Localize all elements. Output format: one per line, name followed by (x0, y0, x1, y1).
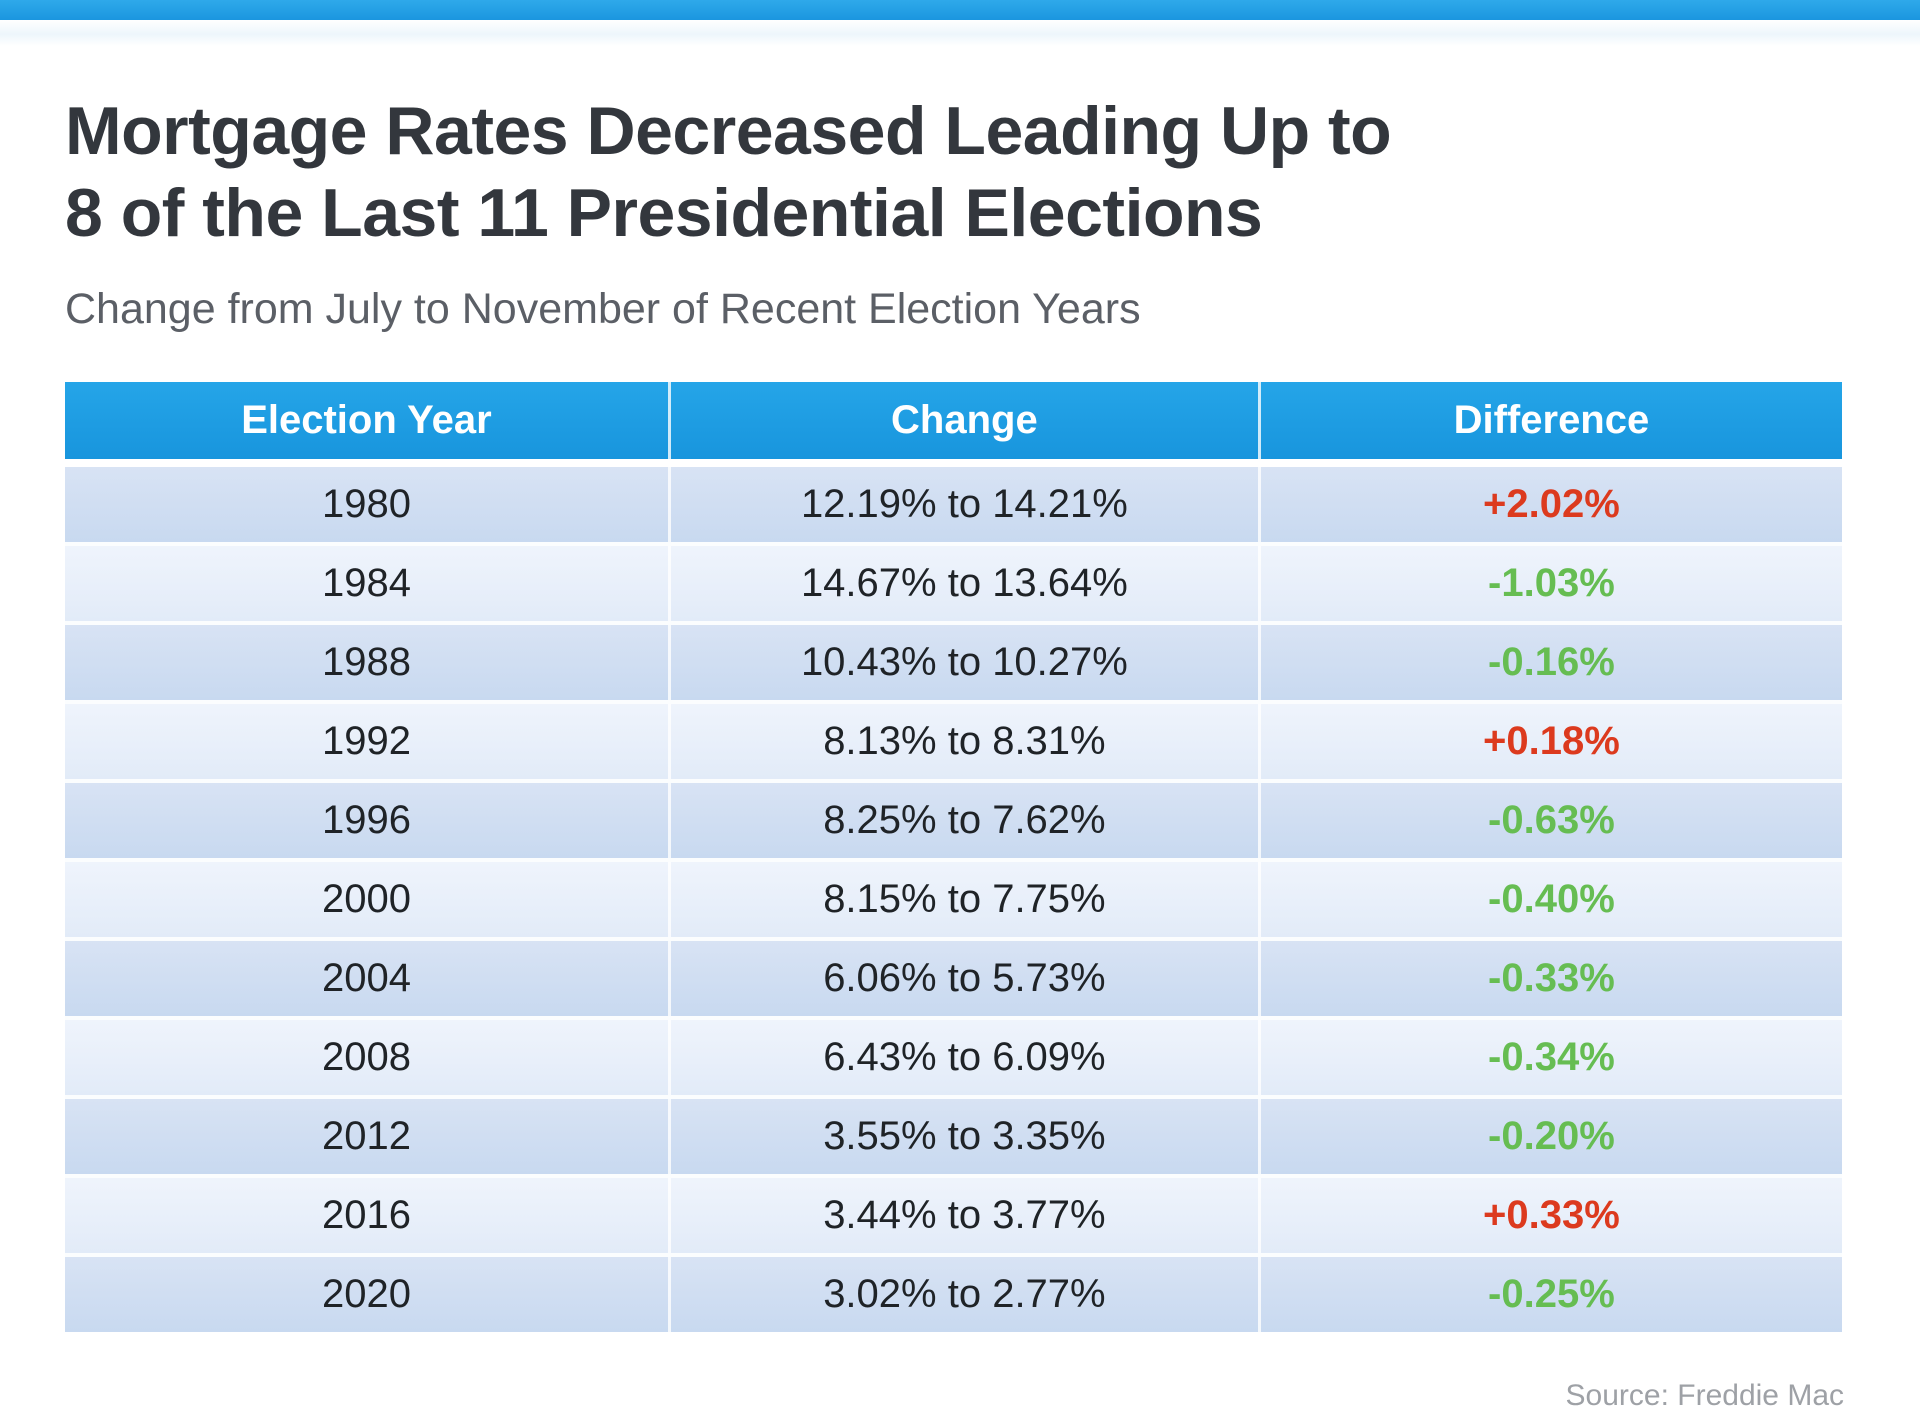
column-header-difference: Difference (1257, 381, 1842, 459)
table-row: 1984 14.67% to 13.64% -1.03% (65, 541, 1842, 621)
table-row: 2004 6.06% to 5.73% -0.33% (65, 936, 1842, 1016)
cell-difference: -0.16% (1257, 624, 1842, 700)
table-body: 1980 12.19% to 14.21% +2.02% 1984 14.67%… (65, 458, 1842, 1332)
table-header-row: Election Year Change Difference (65, 381, 1842, 459)
cell-election-year: 1992 (321, 718, 411, 763)
cell-difference: +2.02% (1257, 466, 1842, 542)
cell-change: 3.02% to 2.77% (667, 1256, 1258, 1332)
cell-difference: -0.25% (1257, 1256, 1842, 1332)
source-attribution: Source: Freddie Mac (1565, 1379, 1844, 1412)
table-row: 2020 3.02% to 2.77% -0.25% (65, 1252, 1842, 1332)
top-accent-bar (0, 0, 1920, 20)
cell-difference: -0.20% (1257, 1098, 1842, 1174)
cell-difference: -0.63% (1257, 782, 1842, 858)
cell-change: 3.44% to 3.77% (667, 1177, 1258, 1253)
infographic: Mortgage Rates Decreased Leading Up to 8… (0, 90, 1920, 1332)
cell-election-year: 2008 (321, 1034, 411, 1079)
table-row: 1996 8.25% to 7.62% -0.63% (65, 778, 1842, 858)
cell-change: 12.19% to 14.21% (667, 466, 1258, 542)
page-subtitle: Change from July to November of Recent E… (65, 284, 1141, 333)
cell-difference: +0.18% (1257, 703, 1842, 779)
cell-difference: -1.03% (1257, 545, 1842, 621)
cell-difference: -0.33% (1257, 940, 1842, 1016)
mortgage-rates-table: Election Year Change Difference 1980 12.… (65, 381, 1842, 1332)
column-header-election-year: Election Year (241, 397, 492, 442)
top-accent-fade (0, 20, 1920, 46)
cell-election-year: 2004 (321, 955, 411, 1000)
cell-difference: +0.33% (1257, 1177, 1842, 1253)
cell-election-year: 2020 (321, 1271, 411, 1316)
page-title-line-2: 8 of the Last 11 Presidential Elections (65, 175, 1263, 252)
table-row: 1992 8.13% to 8.31% +0.18% (65, 699, 1842, 779)
cell-change: 8.13% to 8.31% (667, 703, 1258, 779)
column-header-change: Change (667, 381, 1258, 459)
cell-change: 3.55% to 3.35% (667, 1098, 1258, 1174)
cell-election-year: 2016 (321, 1192, 411, 1237)
cell-election-year: 1984 (321, 560, 411, 605)
cell-difference: -0.40% (1257, 861, 1842, 937)
cell-election-year: 1988 (321, 639, 411, 684)
cell-change: 6.43% to 6.09% (667, 1019, 1258, 1095)
cell-election-year: 1996 (321, 797, 411, 842)
cell-change: 8.25% to 7.62% (667, 782, 1258, 858)
table-row: 2016 3.44% to 3.77% +0.33% (65, 1173, 1842, 1253)
table-row: 2008 6.43% to 6.09% -0.34% (65, 1015, 1842, 1095)
table-row: 1988 10.43% to 10.27% -0.16% (65, 620, 1842, 700)
cell-change: 8.15% to 7.75% (667, 861, 1258, 937)
table-row: 2012 3.55% to 3.35% -0.20% (65, 1094, 1842, 1174)
table-row: 2000 8.15% to 7.75% -0.40% (65, 857, 1842, 937)
cell-election-year: 2000 (321, 876, 411, 921)
cell-change: 10.43% to 10.27% (667, 624, 1258, 700)
cell-election-year: 1980 (321, 481, 411, 526)
page-title-line-1: Mortgage Rates Decreased Leading Up to (65, 93, 1392, 169)
cell-election-year: 2012 (321, 1113, 411, 1158)
table-row: 1980 12.19% to 14.21% +2.02% (65, 458, 1842, 542)
page-title: Mortgage Rates Decreased Leading Up to 8… (65, 90, 1842, 255)
cell-change: 14.67% to 13.64% (667, 545, 1258, 621)
cell-change: 6.06% to 5.73% (667, 940, 1258, 1016)
cell-difference: -0.34% (1257, 1019, 1842, 1095)
